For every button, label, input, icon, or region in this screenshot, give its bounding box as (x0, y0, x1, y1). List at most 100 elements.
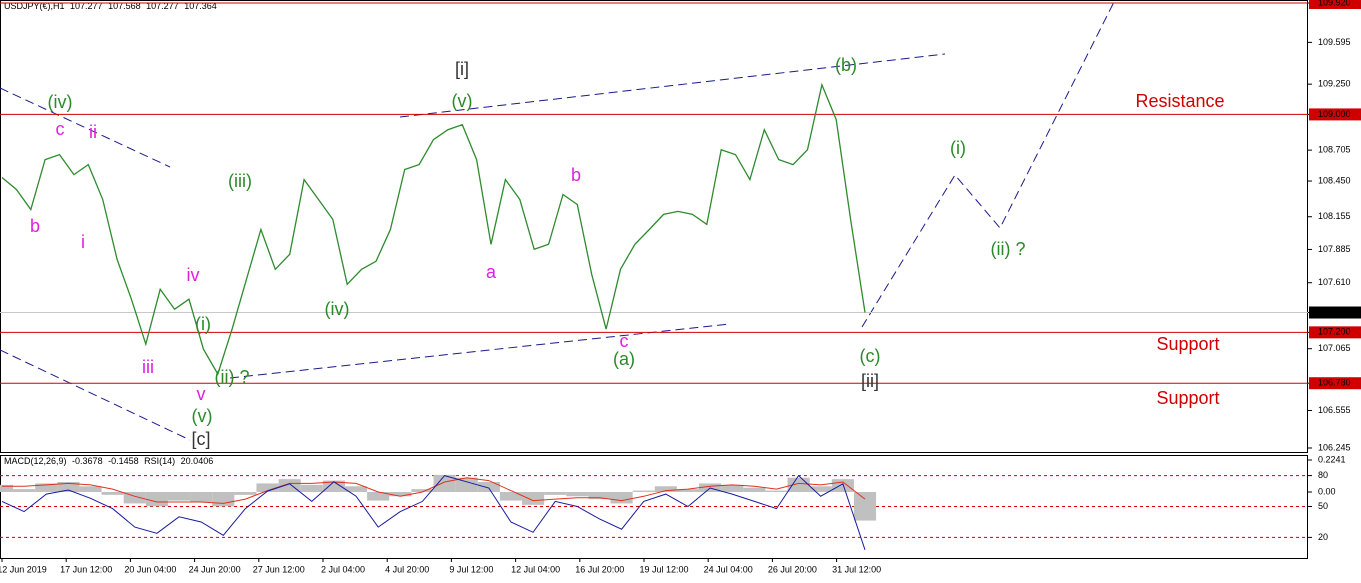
macd-bar (145, 492, 168, 507)
x-tick-label: 24 Jul 04:00 (704, 564, 753, 574)
x-tick-label: 17 Jun 12:00 (60, 564, 112, 574)
high: 107.568 (108, 1, 141, 11)
x-tick-label: 2 Jul 04:00 (321, 564, 365, 574)
macd-bar (654, 486, 677, 492)
y-tick-label: 106.780 (1318, 378, 1351, 388)
y-tick-highlight (1309, 326, 1361, 339)
trendline (0, 349, 191, 441)
wave-label: (ii) ? (215, 367, 250, 387)
rsi-line (1, 474, 866, 550)
y-tick-label: 0.00 (1318, 486, 1336, 496)
macd-bar (522, 492, 545, 505)
symbol-header: USDJPY(€),H1 107.277 107.568 107.277 107… (4, 1, 217, 11)
macd-bar (853, 492, 877, 521)
y-tick-label: 109.000 (1318, 109, 1351, 119)
macd-bar (831, 479, 854, 492)
wave-label: (i) (195, 314, 211, 334)
wave-label: (b) (835, 55, 857, 75)
wave-label: a (486, 262, 497, 282)
macd-bar (101, 492, 124, 495)
macd-bar (0, 484, 14, 492)
y-tick-label: 107.364 (1318, 307, 1351, 317)
signal-line (2, 477, 866, 504)
y-tick-label: 107.065 (1318, 343, 1351, 353)
macd-bar (300, 484, 323, 492)
wave-label: Support (1156, 388, 1219, 408)
y-tick-label: 106.555 (1318, 405, 1351, 415)
close: 107.364 (184, 1, 217, 11)
macd-bar (765, 490, 788, 492)
trendline (0, 87, 171, 168)
macd-bar (676, 489, 700, 492)
y-tick-label: 107.885 (1318, 244, 1351, 254)
macd-bar (610, 492, 633, 504)
macd-bar (256, 483, 279, 492)
wave-label: b (30, 216, 40, 236)
y-tick-label: 107.200 (1318, 327, 1351, 337)
wave-label: b (571, 165, 581, 185)
x-tick-label: 4 Jul 20:00 (385, 564, 429, 574)
wave-label: (iii) (228, 171, 252, 191)
macd-bar (35, 483, 58, 492)
wave-label: (v) (452, 91, 473, 111)
y-tick-label: 108.155 (1318, 211, 1351, 221)
macd-bar (389, 492, 412, 497)
wave-label: Resistance (1135, 91, 1224, 111)
y-tick-label: 107.610 (1318, 277, 1351, 287)
low: 107.277 (146, 1, 179, 11)
price-line (1, 82, 866, 376)
rsi-label: RSI(14) (144, 456, 175, 466)
macd-bar (544, 492, 567, 495)
y-tick-label: 109.250 (1318, 79, 1351, 89)
y-tick-label: 109.920 (1318, 0, 1351, 7)
y-tick-highlight (1309, 306, 1361, 319)
macd-bar (743, 487, 766, 492)
wave-label: [i] (455, 59, 469, 79)
macd-bar (57, 482, 80, 492)
macd-bar (809, 486, 832, 492)
wave-label: (ii) ? (991, 239, 1026, 259)
y-tick-label: 108.450 (1318, 175, 1351, 185)
y-tick-label: 108.705 (1318, 145, 1351, 155)
macd-bar (190, 492, 213, 502)
macd-bar (433, 474, 456, 492)
wave-label: (i) (950, 138, 966, 158)
trendline (399, 53, 946, 118)
macd-bar (167, 492, 191, 501)
wave-label: i (81, 232, 85, 252)
wave-label: iii (142, 357, 154, 377)
open: 107.277 (70, 1, 103, 11)
price-frame (0, 0, 1308, 453)
macd-bar (79, 486, 102, 492)
x-tick-label: 27 Jun 12:00 (253, 564, 305, 574)
macd-bar (588, 492, 611, 500)
macd-label: MACD(12,26,9) (4, 456, 67, 466)
wave-label: c (56, 119, 65, 139)
x-tick-label: 9 Jul 12:00 (449, 564, 493, 574)
y-tick-highlight (1309, 0, 1361, 10)
wave-label: iv (187, 265, 200, 285)
wave-label: (iv) (48, 92, 73, 112)
macd-bar (566, 492, 589, 497)
x-tick-label: 24 Jun 20:00 (189, 564, 241, 574)
macd-bar (234, 492, 257, 495)
macd-bar (632, 490, 655, 492)
y-tick-label: 109.595 (1318, 37, 1351, 47)
x-tick-label: 26 Jul 20:00 (768, 564, 817, 574)
wave-label: (v) (192, 406, 213, 426)
y2-tick-label: 20 (1318, 532, 1328, 542)
y2-tick-label: 50 (1318, 501, 1328, 511)
macd-bar (13, 489, 36, 492)
macd-bar (477, 482, 500, 492)
x-tick-label: 12 Jun 2019 (0, 564, 47, 574)
y2-tick-label: 80 (1318, 470, 1328, 480)
macd-bar (721, 484, 744, 492)
wave-label: Support (1156, 334, 1219, 354)
macd-bar (212, 492, 235, 507)
macd-value: -0.3678 (72, 456, 103, 466)
signal-value: -0.1458 (108, 456, 139, 466)
macd-bar (787, 477, 810, 492)
x-tick-label: 12 Jul 04:00 (511, 564, 560, 574)
wave-label: (c) (860, 346, 881, 366)
